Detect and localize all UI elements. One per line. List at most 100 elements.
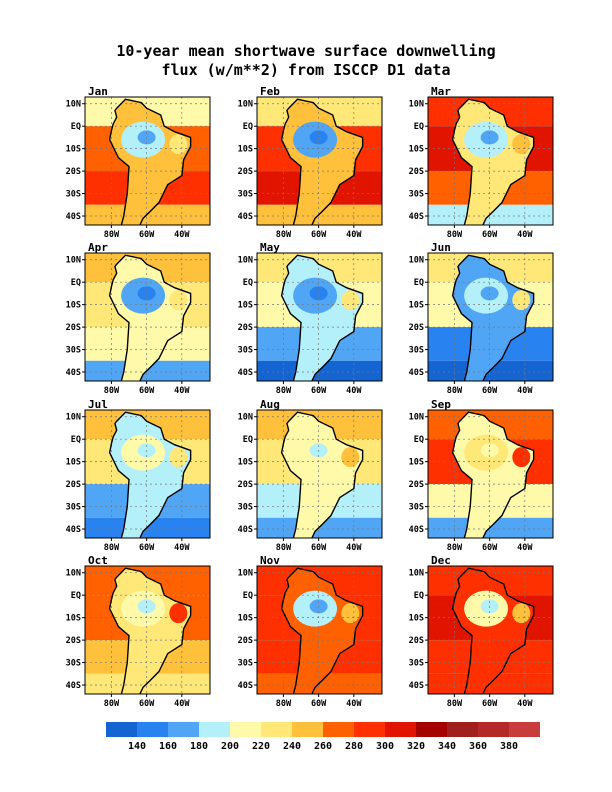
lat-tick-label: 20S — [238, 636, 253, 646]
lon-tick-label: 40W — [346, 543, 362, 553]
panel-frame — [427, 252, 554, 382]
lat-tick-label: 20S — [66, 480, 81, 490]
lat-tick-label: 20S — [409, 480, 424, 490]
lat-tick-label: EQ — [71, 122, 81, 132]
lon-tick-label: 80W — [104, 699, 120, 709]
lat-tick-label: EQ — [414, 278, 424, 288]
colorbar-swatch — [478, 722, 509, 737]
lat-tick-label: 10N — [66, 569, 81, 579]
lon-tick-label: 40W — [517, 543, 533, 553]
lat-tick-label: 10S — [238, 614, 253, 624]
lon-tick-label: 40W — [346, 230, 362, 240]
flux-field — [428, 410, 553, 538]
colorbar-label: 260 — [314, 741, 332, 752]
coastline — [108, 98, 192, 225]
lat-tick-label: 30S — [409, 503, 424, 513]
lon-tick-label: 80W — [104, 543, 120, 553]
flux-field — [85, 97, 210, 225]
panel-title: Apr — [88, 241, 108, 254]
lon-tick-label: 80W — [447, 386, 463, 396]
colorbar-label: 280 — [345, 741, 363, 752]
panel-title: Aug — [260, 398, 280, 411]
lon-tick-label: 80W — [104, 230, 120, 240]
map-panels: Jan 10N EQ 10S 20S 30S 40S 80W 60W 40W Feb 10N EQ 10S… — [66, 85, 554, 709]
flux-field — [257, 97, 382, 225]
lat-tick-label: 10S — [66, 614, 81, 624]
colorbar-swatch — [137, 722, 168, 737]
coastline — [108, 411, 192, 538]
flux-field — [85, 566, 210, 694]
lat-tick-label: 10N — [238, 100, 253, 110]
lat-tick-label: 20S — [238, 480, 253, 490]
colorbar-swatch — [106, 722, 137, 737]
lat-tick-label: 30S — [238, 659, 253, 669]
lat-tick-label: 10S — [238, 301, 253, 311]
lon-tick-label: 60W — [139, 230, 155, 240]
lat-tick-label: 10N — [66, 256, 81, 266]
colorbar-swatch — [230, 722, 261, 737]
lat-tick-label: 20S — [66, 323, 81, 333]
lat-tick-label: 40S — [66, 681, 81, 691]
lat-tick-label: 10N — [238, 413, 253, 423]
lat-tick-label: 10N — [409, 413, 424, 423]
coastline — [280, 411, 364, 538]
lon-tick-label: 80W — [447, 543, 463, 553]
map-panel-jul: Jul 10N EQ 10S 20S 30S 40S 80W 60W 40W — [66, 398, 211, 553]
panel-frame — [256, 96, 383, 226]
colorbar-swatch — [354, 722, 385, 737]
lat-tick-label: 10S — [409, 145, 424, 155]
lon-tick-label: 60W — [482, 699, 498, 709]
lon-tick-label: 60W — [482, 230, 498, 240]
colorbar: 140 160 180 200 220 240 260 280 300 320 340 360 380 — [106, 722, 540, 752]
lat-tick-label: 40S — [66, 212, 81, 222]
lat-tick-label: 30S — [238, 346, 253, 356]
lat-tick-label: 40S — [238, 212, 253, 222]
panel-frame — [256, 252, 383, 382]
panel-title: Nov — [260, 554, 280, 567]
coastline — [451, 98, 535, 225]
lat-tick-label: 10N — [409, 569, 424, 579]
coastline — [280, 254, 364, 381]
coastline — [451, 567, 535, 694]
panel-title: Jan — [88, 85, 108, 98]
colorbar-label: 180 — [190, 741, 208, 752]
lat-tick-label: EQ — [71, 278, 81, 288]
lat-tick-label: 40S — [409, 525, 424, 535]
lat-tick-label: 20S — [409, 323, 424, 333]
panel-frame — [427, 565, 554, 695]
coastline — [280, 98, 364, 225]
lat-tick-label: 10S — [409, 458, 424, 468]
flux-field — [428, 253, 553, 381]
lon-tick-label: 60W — [311, 543, 327, 553]
lat-tick-label: 10N — [66, 413, 81, 423]
colorbar-label: 160 — [159, 741, 177, 752]
colorbar-swatch — [292, 722, 323, 737]
figure-title-line1: 10-year mean shortwave surface downwelli… — [116, 42, 495, 60]
panel-title: Mar — [431, 85, 451, 98]
map-panel-mar: Mar 10N EQ 10S 20S 30S 40S 80W 60W 40W — [409, 85, 554, 240]
panel-frame — [84, 96, 211, 226]
lat-tick-label: 10S — [409, 301, 424, 311]
lat-tick-label: 40S — [409, 368, 424, 378]
lat-tick-label: 30S — [409, 346, 424, 356]
colorbar-label: 320 — [407, 741, 425, 752]
lat-tick-label: 10N — [238, 569, 253, 579]
map-panel-apr: Apr 10N EQ 10S 20S 30S 40S 80W 60W 40W — [66, 241, 211, 396]
lat-tick-label: 40S — [238, 368, 253, 378]
colorbar-label: 240 — [283, 741, 301, 752]
lon-tick-label: 40W — [174, 230, 190, 240]
lon-tick-label: 40W — [517, 386, 533, 396]
lat-tick-label: 20S — [238, 323, 253, 333]
flux-field — [428, 97, 553, 225]
lat-tick-label: 10N — [409, 100, 424, 110]
colorbar-swatch — [199, 722, 230, 737]
lon-tick-label: 60W — [139, 699, 155, 709]
flux-field — [257, 253, 382, 381]
lat-tick-label: EQ — [243, 278, 253, 288]
flux-field — [85, 253, 210, 381]
map-panel-dec: Dec 10N EQ 10S 20S 30S 40S 80W 60W 40W — [409, 554, 554, 709]
panel-title: Dec — [431, 554, 451, 567]
lat-tick-label: 30S — [238, 503, 253, 513]
map-panel-sep: Sep 10N EQ 10S 20S 30S 40S 80W 60W 40W — [409, 398, 554, 553]
